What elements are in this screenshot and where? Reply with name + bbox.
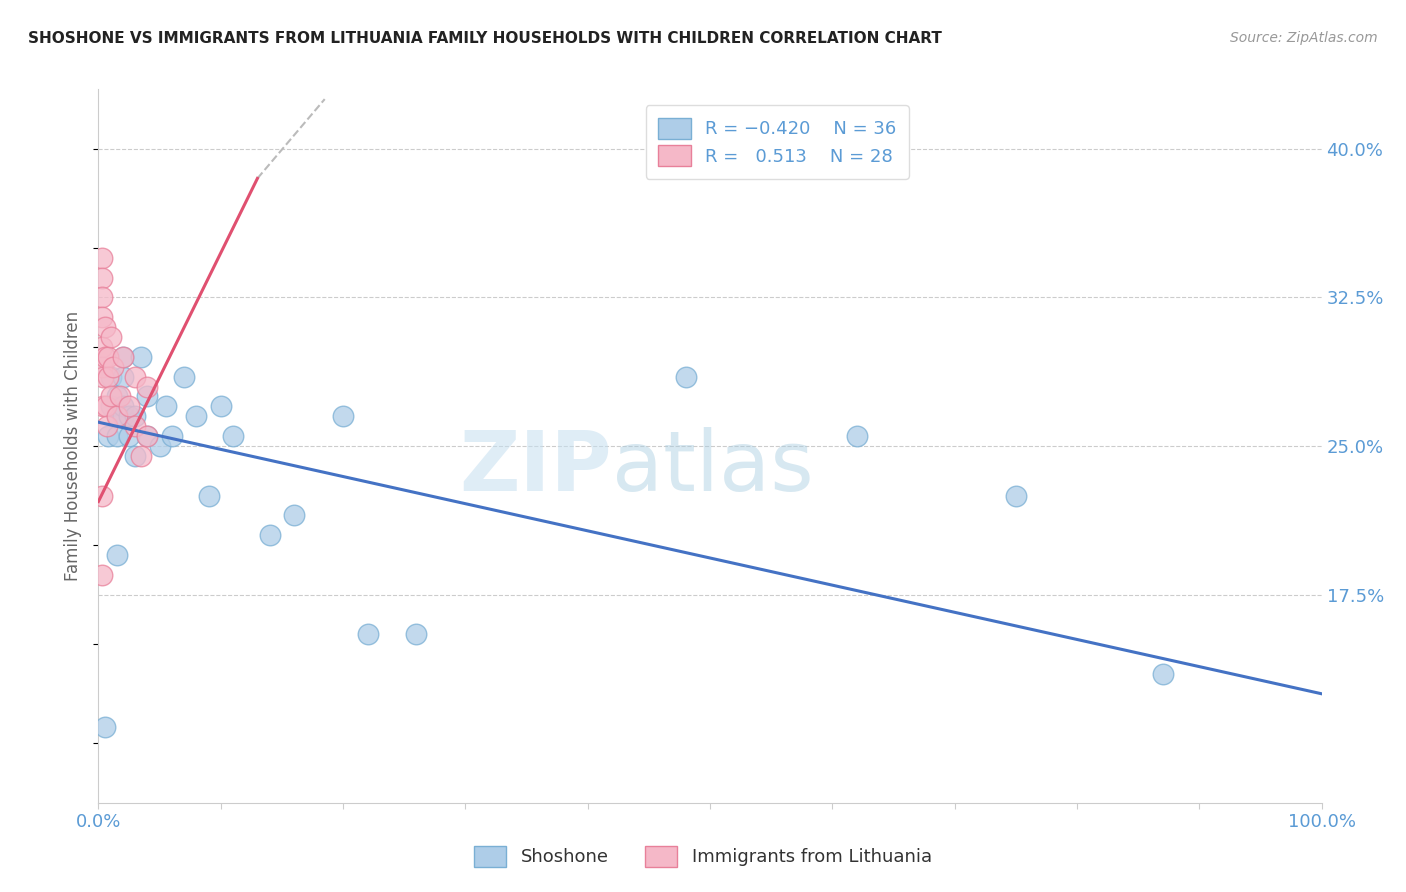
Point — [105, 409, 128, 424]
Y-axis label: Family Households with Children: Family Households with Children — [65, 311, 83, 581]
Legend: R = −0.420    N = 36, R =   0.513    N = 28: R = −0.420 N = 36, R = 0.513 N = 28 — [645, 105, 910, 178]
Point — [91, 310, 114, 325]
Text: atlas: atlas — [612, 427, 814, 508]
Point — [197, 489, 219, 503]
Point — [155, 400, 177, 414]
Point — [118, 409, 141, 424]
Point — [91, 251, 114, 265]
Point — [160, 429, 183, 443]
Point — [105, 409, 128, 424]
Point — [675, 369, 697, 384]
Point — [110, 389, 132, 403]
Text: ZIP: ZIP — [460, 427, 612, 508]
Point — [124, 409, 146, 424]
Point — [101, 359, 124, 374]
Point — [100, 369, 122, 384]
Point — [100, 389, 122, 403]
Point — [209, 400, 232, 414]
Point — [222, 429, 245, 443]
Point — [100, 400, 122, 414]
Point — [105, 429, 128, 443]
Point — [91, 489, 114, 503]
Point — [93, 320, 115, 334]
Point — [91, 340, 114, 354]
Point — [91, 567, 114, 582]
Point — [105, 389, 128, 403]
Legend: Shoshone, Immigrants from Lithuania: Shoshone, Immigrants from Lithuania — [467, 838, 939, 874]
Point — [111, 350, 134, 364]
Point — [97, 429, 120, 443]
Point — [124, 369, 146, 384]
Point — [118, 400, 141, 414]
Point — [136, 379, 159, 393]
Point — [845, 429, 868, 443]
Point — [111, 400, 134, 414]
Point — [96, 419, 118, 434]
Point — [332, 409, 354, 424]
Point — [259, 528, 281, 542]
Point — [93, 721, 115, 735]
Point — [97, 350, 120, 364]
Point — [93, 350, 115, 364]
Point — [356, 627, 378, 641]
Text: SHOSHONE VS IMMIGRANTS FROM LITHUANIA FAMILY HOUSEHOLDS WITH CHILDREN CORRELATIO: SHOSHONE VS IMMIGRANTS FROM LITHUANIA FA… — [28, 31, 942, 46]
Point — [186, 409, 208, 424]
Point — [97, 369, 120, 384]
Point — [111, 369, 134, 384]
Point — [405, 627, 427, 641]
Point — [105, 548, 128, 562]
Point — [129, 350, 152, 364]
Point — [136, 429, 159, 443]
Point — [124, 449, 146, 463]
Point — [118, 429, 141, 443]
Point — [173, 369, 195, 384]
Point — [100, 330, 122, 344]
Point — [1004, 489, 1026, 503]
Point — [129, 449, 152, 463]
Point — [91, 359, 114, 374]
Point — [111, 350, 134, 364]
Point — [136, 429, 159, 443]
Point — [91, 290, 114, 304]
Point — [136, 389, 159, 403]
Point — [283, 508, 305, 523]
Point — [91, 270, 114, 285]
Point — [111, 409, 134, 424]
Point — [149, 439, 172, 453]
Point — [91, 369, 114, 384]
Text: Source: ZipAtlas.com: Source: ZipAtlas.com — [1230, 31, 1378, 45]
Point — [124, 419, 146, 434]
Point — [1152, 667, 1174, 681]
Point — [91, 400, 114, 414]
Point — [94, 400, 117, 414]
